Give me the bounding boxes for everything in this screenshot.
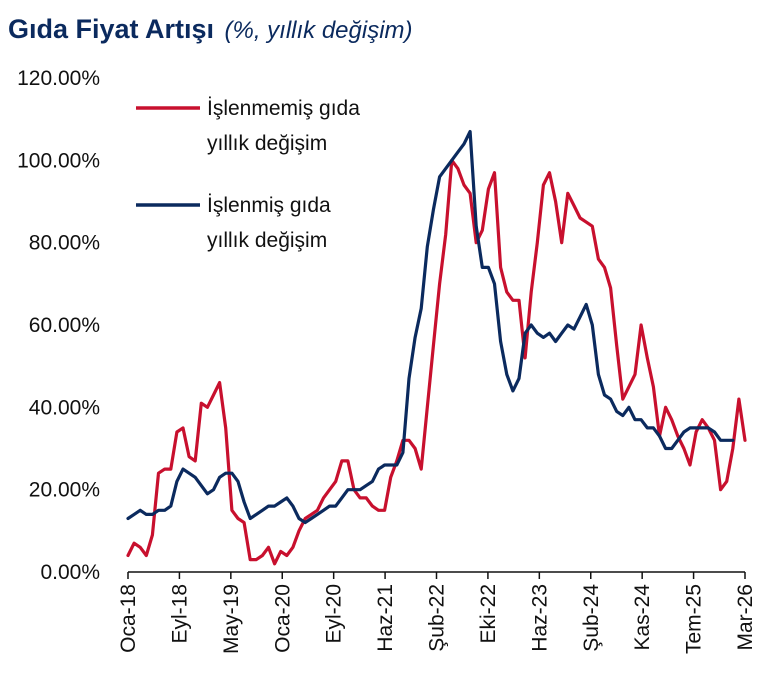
y-tick-label: 40.00% [29,396,100,419]
legend-item-processed-food: İşlenmiş gıda yıllık değişim [136,194,331,252]
y-tick-label: 120.00% [17,67,100,90]
x-tick-label: Kas-24 [631,584,654,651]
series-line-unprocessed-food [126,158,747,566]
y-tick-label: 100.00% [17,149,100,172]
x-tick-label: Şub-22 [426,584,449,652]
x-tick-label: Şub-24 [580,584,603,652]
x-tick-label: Haz-23 [528,584,551,652]
legend-label: yıllık değişim [207,132,327,155]
y-tick-label: 20.00% [29,479,100,502]
x-tick-label: Tem-25 [683,584,706,654]
x-tick-label: Eki-22 [477,584,500,644]
legend-label: İşlenmemiş gıda [207,97,360,120]
y-tick-label: 60.00% [29,314,100,337]
y-tick-label: 0.00% [40,561,100,584]
x-tick-label: Eyl-20 [323,584,346,644]
chart-title-block: Gıda Fiyat Artışı (%, yıllık değişim) [8,14,413,45]
x-tick-label: Mar-26 [734,584,757,651]
legend-label: İşlenmiş gıda [207,194,331,217]
x-tick-label: May-19 [220,584,243,654]
chart-subtitle: (%, yıllık değişim) [224,17,413,44]
y-tick-label: 80.00% [29,232,100,255]
x-tick-label: Oca-18 [117,584,140,653]
y-axis: 0.00% 20.00% 40.00% 60.00% 80.00% 100.00% 120.… [17,67,100,584]
x-tick-label: Haz-21 [374,584,397,652]
legend-label: yıllık değişim [207,229,327,252]
x-tick-label: Oca-20 [271,584,294,653]
series-line-processed-food [126,129,735,525]
x-tick-label: Eyl-18 [168,584,191,644]
x-axis: Oca-18 Eyl-18 May-19 Oca-20 Eyl-20 Haz-21 Şub-… [117,571,757,654]
legend-item-unprocessed-food: İşlenmemiş gıda yıllık değişim [136,97,360,155]
chart-title: Gıda Fiyat Artışı [8,14,215,44]
series-layer [126,129,747,566]
